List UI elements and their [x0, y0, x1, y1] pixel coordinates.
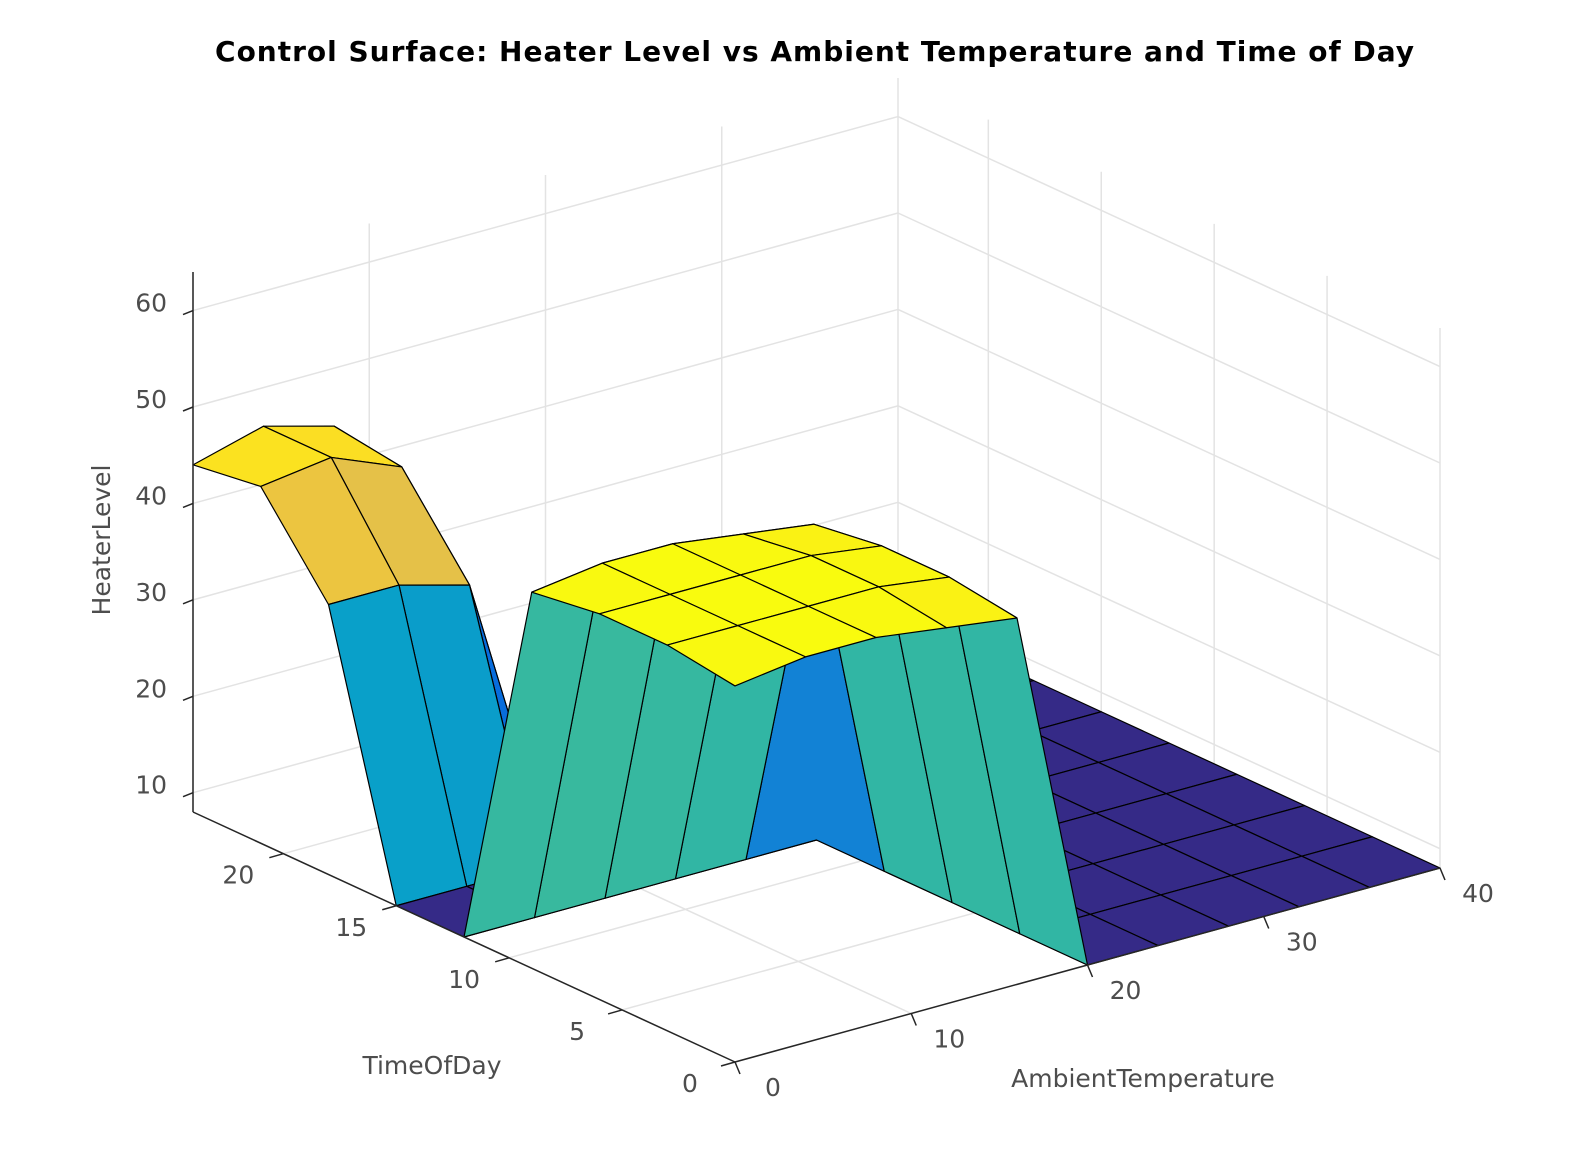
axes: 0 10 20 30 40 0 5 10 15 20 10 20 30 40 50 60	[135, 272, 1494, 1102]
x-axis-label: AmbientTemperature	[1011, 1064, 1275, 1093]
z-tick	[182, 695, 194, 701]
grid-line	[897, 405, 1441, 657]
grid-line	[192, 115, 899, 312]
z-tick-label: 60	[135, 289, 167, 318]
surface	[192, 425, 1441, 966]
x-tick-label: 20	[1110, 976, 1142, 1005]
y-tick	[494, 957, 510, 963]
grid-line	[897, 501, 1441, 753]
z-tick	[182, 599, 194, 605]
y-tick-label: 20	[222, 861, 254, 890]
x-tick-label: 0	[765, 1073, 781, 1102]
z-tick-label: 10	[135, 771, 167, 800]
y-axis-label: TimeOfDay	[361, 1051, 501, 1080]
z-tick-label: 40	[135, 481, 167, 510]
grid-line	[897, 212, 1441, 464]
x-tick-label: 40	[1462, 879, 1494, 908]
z-tick	[182, 792, 194, 798]
z-tick-label: 20	[135, 674, 167, 703]
x-tick-label: 30	[1286, 928, 1318, 957]
grid-line	[192, 212, 899, 408]
x-tick	[1263, 916, 1270, 929]
z-tick-label: 30	[135, 578, 167, 607]
y-tick-label: 0	[682, 1069, 698, 1098]
x-tick-label: 10	[933, 1025, 965, 1054]
grid-line	[897, 115, 1441, 368]
y-tick	[269, 852, 284, 859]
y-tick-label: 10	[448, 965, 480, 994]
z-tick	[182, 309, 194, 316]
z-tick-label: 50	[135, 385, 167, 414]
y-tick-label: 5	[569, 1017, 585, 1046]
y-tick	[720, 1061, 736, 1067]
y-tick	[382, 905, 397, 911]
y-tick	[607, 1009, 623, 1015]
grid-line	[897, 308, 1441, 561]
x-tick	[1086, 964, 1094, 978]
z-tick	[182, 406, 194, 412]
chart-title: Control Surface: Heater Level vs Ambient…	[215, 35, 1415, 68]
z-tick	[182, 502, 194, 509]
surface-face	[666, 625, 807, 687]
z-axis-label: HeaterLevel	[87, 465, 116, 616]
x-tick	[734, 1061, 741, 1075]
y-tick-label: 15	[335, 913, 367, 942]
x-tick	[1439, 867, 1446, 881]
x-tick	[910, 1013, 917, 1026]
